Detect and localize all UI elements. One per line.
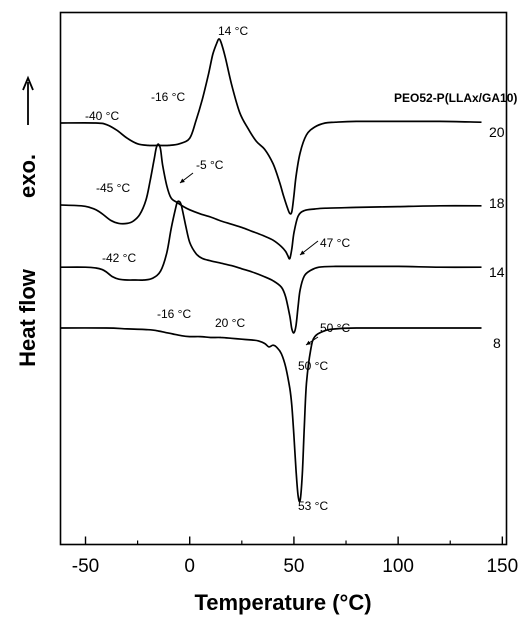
y-axis-title-group: Heat flow [15,268,40,367]
exo-arrow-icon [22,75,34,125]
annotation-label: 14 °C [218,24,248,38]
annotations: 14 °C -40 °C -16 °C -45 °C -5 °C 47 °C -42 °C -… [85,24,350,513]
annotation-label: -45 °C [96,181,130,195]
y-axis-exo-group: exo. [15,154,40,198]
x-axis-ticks: -50 0 50 100 150 [72,536,518,577]
annotation-label: 50 °C [320,321,350,335]
y-axis-exo-label: exo. [15,154,40,198]
annotation-arrowhead [300,250,305,255]
annotation-label: -40 °C [85,109,119,123]
series-line-8 [60,327,482,503]
y-axis-title: Heat flow [15,268,40,367]
series-label-8: 8 [493,335,501,351]
annotation-label: -16 °C [157,307,191,321]
annotation-label: 50 °C [298,359,328,373]
annotation-label: 47 °C [320,236,350,250]
series-label-18: 18 [489,195,505,211]
series-line-14 [60,200,482,334]
x-tick-label: 0 [184,556,195,577]
x-axis-title: Temperature (°C) [194,590,371,615]
annotation-arrowhead [180,178,185,183]
series-curves [60,38,482,503]
annotation-label: 20 °C [215,316,245,330]
x-tick-label: 50 [283,556,304,577]
series-line-20 [60,38,482,215]
x-tick-label: 150 [486,556,518,577]
x-tick-label: 100 [382,556,414,577]
legend-title: PEO52-P(LLAx/GA10) [394,91,517,105]
series-labels: 20 18 14 8 [489,124,505,351]
annotation-label: -42 °C [102,251,136,265]
plot-frame [59,11,508,546]
annotation-label: 53 °C [298,499,328,513]
x-tick-label: -50 [72,556,99,577]
annotation-label: -5 °C [196,158,224,172]
series-label-20: 20 [489,124,505,140]
annotation-label: -16 °C [151,90,185,104]
annotation-arrowhead [306,340,311,345]
series-label-14: 14 [489,264,505,280]
series-line-18 [60,143,482,260]
